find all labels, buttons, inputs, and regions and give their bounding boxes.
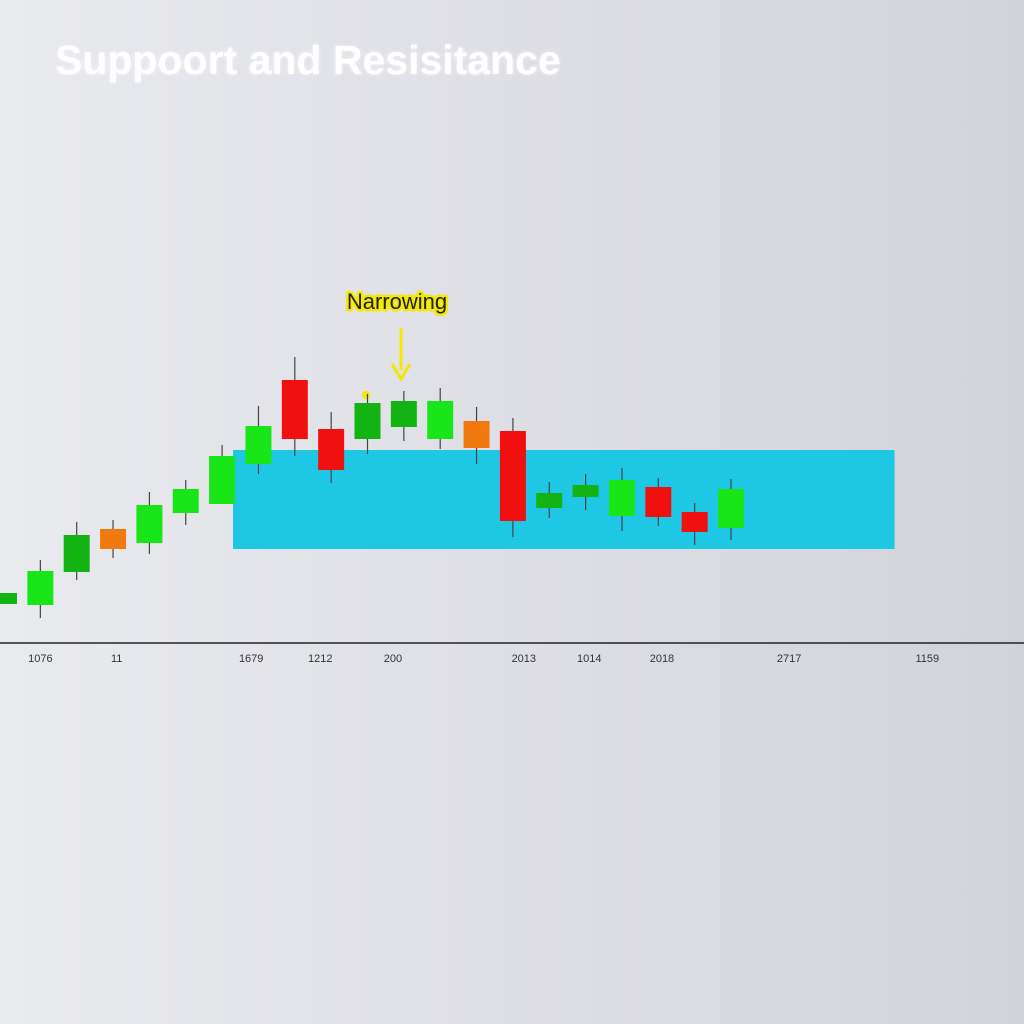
candle-body	[27, 571, 54, 605]
annotation-arrow-head	[390, 363, 412, 382]
marker-dot	[362, 391, 370, 399]
candle-body	[354, 403, 381, 439]
x-tick-label: 200	[384, 653, 402, 665]
candle-body	[318, 429, 345, 470]
candle-body	[63, 535, 90, 572]
x-tick-label: 2018	[650, 653, 674, 665]
x-tick-label: 2717	[777, 653, 801, 665]
candle-body	[536, 493, 563, 508]
candle-body	[463, 421, 490, 448]
x-tick-label: 1679	[239, 653, 263, 665]
annotation: Narrowing	[347, 289, 447, 314]
chart-title: Suppoort and Resisitance	[55, 37, 561, 83]
candle-body	[390, 401, 417, 427]
x-tick-label: 2013	[512, 653, 536, 665]
candle-body	[681, 512, 708, 532]
candle-body	[645, 487, 672, 517]
candle-body	[136, 505, 163, 543]
candle-body	[0, 593, 17, 604]
x-tick-label: 11	[111, 653, 122, 665]
candle-body	[100, 529, 127, 549]
candle-body	[718, 489, 745, 528]
candle-body	[499, 431, 526, 521]
x-tick-label: 1212	[308, 653, 332, 665]
candle-body	[608, 480, 635, 516]
x-tick-label: 1014	[577, 653, 601, 665]
x-tick-label: 1159	[915, 653, 939, 665]
candle-body	[427, 401, 454, 439]
candle-body	[572, 485, 599, 497]
candle-body	[172, 489, 199, 513]
candle-body	[281, 380, 308, 439]
candle-body	[245, 426, 272, 464]
x-tick-label: 1076	[28, 653, 52, 665]
candle-body	[209, 456, 236, 504]
